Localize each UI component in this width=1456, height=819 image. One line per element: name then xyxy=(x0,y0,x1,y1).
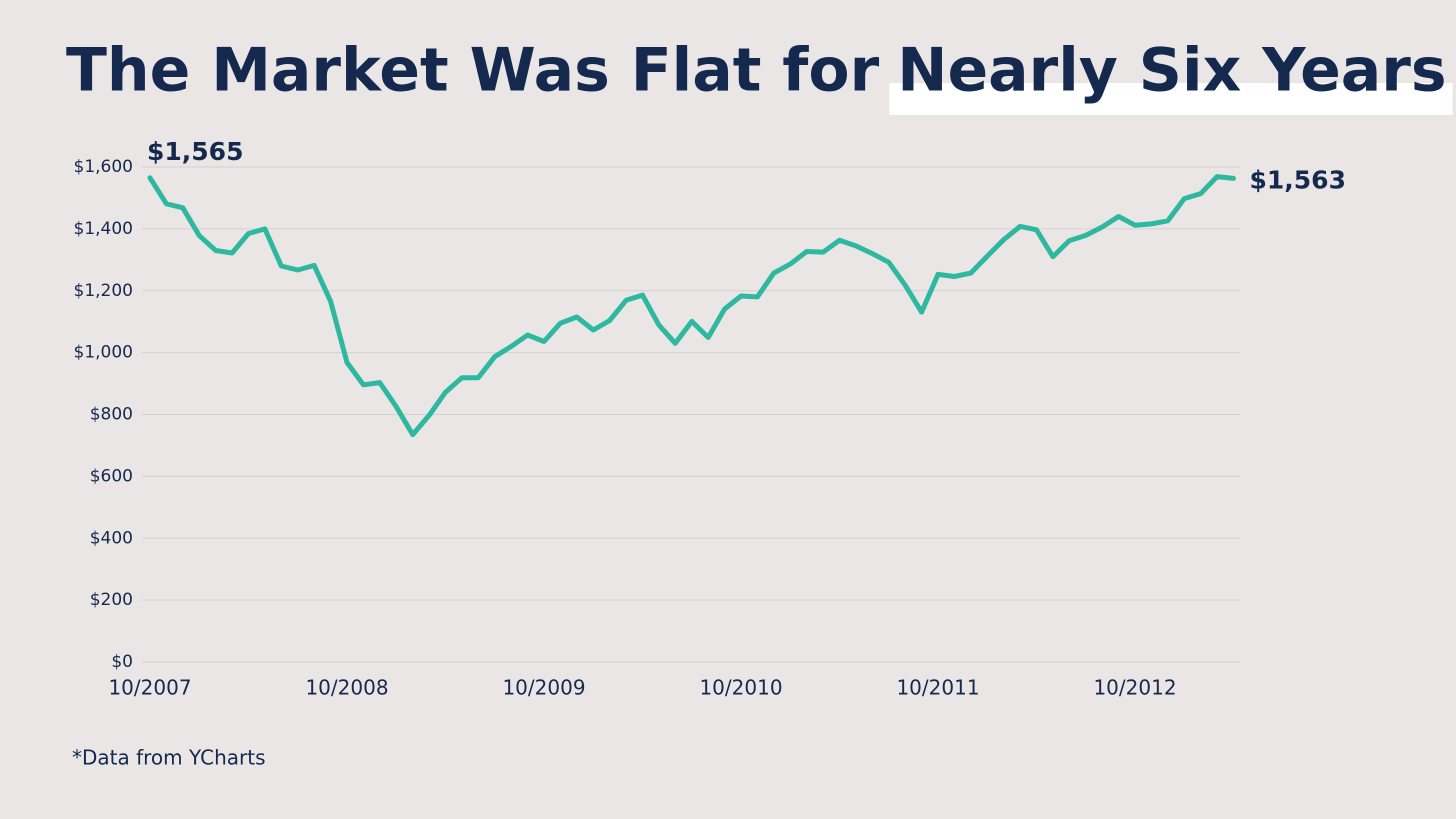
x-tick-label: 10/2009 xyxy=(502,676,585,700)
footnote: *Data from YCharts xyxy=(72,746,266,770)
y-tick-label: $400 xyxy=(90,528,133,548)
x-tick-label: 10/2008 xyxy=(305,676,388,700)
x-tick-label: 10/2012 xyxy=(1093,676,1176,700)
y-tick-label: $200 xyxy=(90,590,133,610)
y-tick-label: $1,000 xyxy=(74,343,133,363)
y-tick-label: $600 xyxy=(90,466,133,486)
x-tick-label: 10/2010 xyxy=(699,676,782,700)
chart-title-highlight: Nearly Six Years xyxy=(897,36,1446,106)
y-tick-label: $1,600 xyxy=(74,157,133,177)
x-tick-label: 10/2011 xyxy=(896,676,979,700)
x-tick-label: 10/2007 xyxy=(108,676,191,700)
y-tick-label: $0 xyxy=(111,652,133,672)
annotation: $1,565 xyxy=(147,137,243,166)
annotation: $1,563 xyxy=(1250,165,1346,194)
y-tick-label: $1,200 xyxy=(74,281,133,301)
title-highlight-box xyxy=(889,83,1453,115)
y-tick-label: $800 xyxy=(90,405,133,425)
y-tick-label: $1,400 xyxy=(74,219,133,239)
chart-title: The Market Was Flat for xyxy=(66,36,880,106)
line-series xyxy=(147,174,1236,438)
